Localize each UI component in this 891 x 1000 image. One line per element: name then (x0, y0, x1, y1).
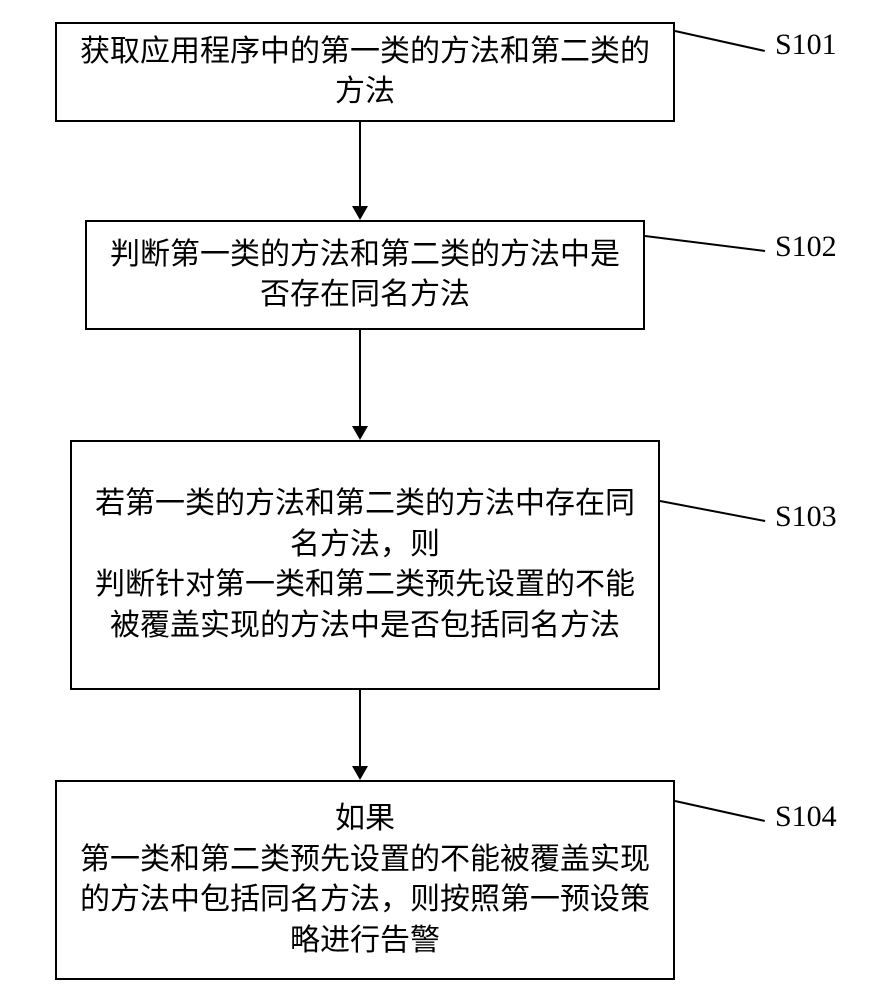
flow-step-text: 判断针对第一类和第二类预先设置的不能被覆盖实现的方法中是否包括同名方法 (84, 565, 646, 646)
arrow-head-icon (352, 766, 368, 780)
arrow-line (359, 330, 361, 426)
arrow-head-icon (352, 426, 368, 440)
flow-step-text: 如果 (69, 799, 661, 840)
step-label-b2: S102 (775, 230, 837, 264)
flowchart-canvas: 获取应用程序中的第一类的方法和第二类的方法 S101 判断第一类的方法和第二类的方法… (0, 0, 891, 1000)
flow-step-text: 第一类和第二类预先设置的不能被覆盖实现的方法中包括同名方法，则按照第一预设策略进… (69, 840, 661, 962)
flow-step-text: 判断第一类的方法和第二类的方法中是否存在同名方法 (99, 235, 631, 316)
flow-step-b1: 获取应用程序中的第一类的方法和第二类的方法 (55, 22, 675, 122)
arrow-line (359, 122, 361, 206)
flow-step-b4: 如果第一类和第二类预先设置的不能被覆盖实现的方法中包括同名方法，则按照第一预设策… (55, 780, 675, 980)
arrow-line (359, 690, 361, 766)
leader-line (675, 800, 765, 822)
flow-step-text: 获取应用程序中的第一类的方法和第二类的方法 (69, 32, 661, 113)
flow-step-text: 若第一类的方法和第二类的方法中存在同名方法，则 (84, 484, 646, 565)
leader-line (645, 235, 765, 252)
arrow-head-icon (352, 206, 368, 220)
step-label-b3: S103 (775, 500, 837, 534)
leader-line (675, 30, 765, 52)
step-label-b1: S101 (775, 28, 837, 62)
step-label-b4: S104 (775, 800, 837, 834)
flow-step-b2: 判断第一类的方法和第二类的方法中是否存在同名方法 (85, 220, 645, 330)
leader-line (660, 500, 765, 522)
flow-step-b3: 若第一类的方法和第二类的方法中存在同名方法，则判断针对第一类和第二类预先设置的不… (70, 440, 660, 690)
